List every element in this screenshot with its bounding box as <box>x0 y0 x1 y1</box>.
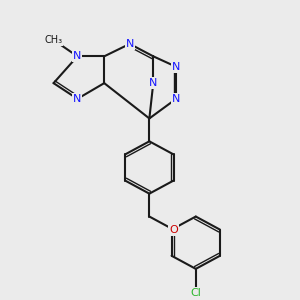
Text: Cl: Cl <box>190 288 201 298</box>
Text: N: N <box>149 78 158 88</box>
Text: N: N <box>172 62 180 72</box>
Text: N: N <box>172 94 180 104</box>
Text: N: N <box>125 39 134 49</box>
Text: N: N <box>73 51 82 61</box>
Text: CH₃: CH₃ <box>44 35 63 45</box>
Text: O: O <box>169 225 178 235</box>
Text: N: N <box>73 94 82 104</box>
